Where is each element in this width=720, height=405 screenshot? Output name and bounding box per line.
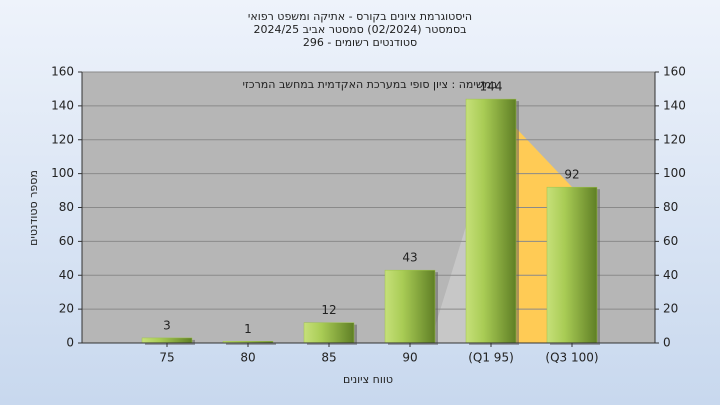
y2-tick-label: 100 <box>663 166 686 180</box>
y-tick-label: 140 <box>51 98 74 112</box>
y-tick-label: 100 <box>51 166 74 180</box>
y-tick-label: 0 <box>66 336 74 350</box>
x-tick-label: 90 <box>402 351 417 365</box>
y-tick-label: 60 <box>59 234 74 248</box>
bar <box>465 98 517 344</box>
y-tick-label: 20 <box>59 302 74 316</box>
y-tick-label: 80 <box>59 200 74 214</box>
x-tick-label: 85 <box>321 351 336 365</box>
x-tick-label: 80 <box>240 351 255 365</box>
value-label: 92 <box>564 168 579 182</box>
chart-title: היסטוגרמת ציונים בקורס - אתיקה ומשפט רפו… <box>248 10 472 23</box>
y2-tick-label: 140 <box>663 98 686 112</box>
value-label: 1 <box>244 322 252 336</box>
value-label: 12 <box>321 303 336 317</box>
x-tick-label: (Q3 100) <box>545 351 598 365</box>
bar <box>303 322 355 344</box>
value-label: 43 <box>402 251 417 265</box>
bar <box>384 269 436 344</box>
chart-subtitle: בסמסטר (02/2024) סמסטר אביב 2024/25 <box>253 23 466 36</box>
y2-tick-label: 0 <box>663 336 671 350</box>
value-label: 144 <box>480 80 503 94</box>
y-axis-label: מספר סטודנטים <box>27 170 40 246</box>
x-tick-label: (Q1 95) <box>468 351 514 365</box>
y2-tick-label: 80 <box>663 200 678 214</box>
y2-tick-label: 20 <box>663 302 678 316</box>
x-axis-label: טווח ציונים <box>343 373 393 386</box>
y2-tick-label: 120 <box>663 132 686 146</box>
x-tick-label: 75 <box>159 351 174 365</box>
bar <box>141 337 193 344</box>
y-tick-label: 40 <box>59 268 74 282</box>
y-tick-label: 120 <box>51 132 74 146</box>
y-tick-label: 160 <box>51 65 74 79</box>
y2-tick-label: 60 <box>663 234 678 248</box>
value-label: 3 <box>163 318 171 332</box>
bar <box>546 186 598 344</box>
annotation: במשימה : ציון סופי במערכת האקדמית במחשב … <box>243 78 498 91</box>
y2-tick-label: 160 <box>663 65 686 79</box>
chart-subtitle: סטודנטים רשומים - 296 <box>303 36 417 49</box>
y2-tick-label: 40 <box>663 268 678 282</box>
bar-shadow <box>226 343 276 345</box>
